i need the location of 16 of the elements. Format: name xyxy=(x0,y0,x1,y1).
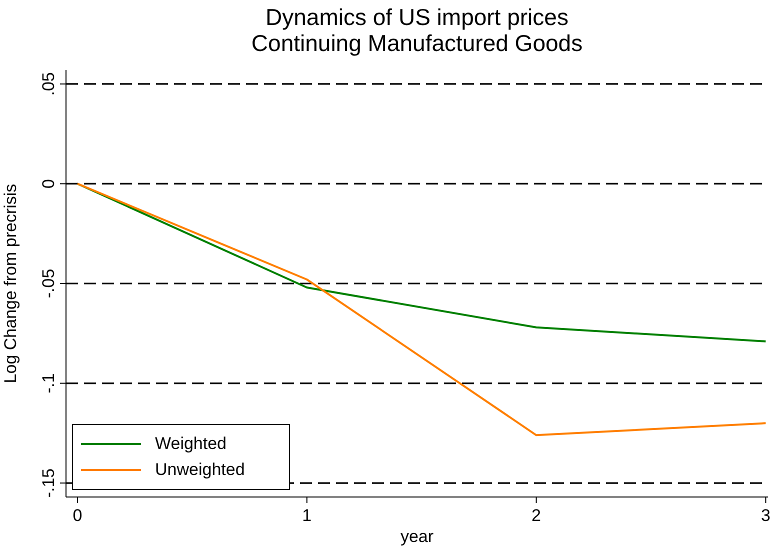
x-tick-label: 3 xyxy=(760,506,770,525)
line-series xyxy=(76,182,767,436)
y-axis-title: Log Change from precrisis xyxy=(1,184,20,384)
chart-subtitle: Continuing Manufactured Goods xyxy=(250,30,584,56)
y-tick-label: .05 xyxy=(39,72,58,96)
y-tick-label: 0 xyxy=(39,179,58,188)
legend-label: Weighted xyxy=(155,434,227,454)
y-tick-label: -.15 xyxy=(39,468,58,498)
x-tick-label: 0 xyxy=(72,506,82,525)
legend-label: Unweighted xyxy=(155,460,245,480)
y-tick-label: -.05 xyxy=(39,268,58,298)
x-tick-label: 1 xyxy=(302,506,312,525)
chart-title: Dynamics of US import prices xyxy=(264,4,570,30)
x-tick-label: 2 xyxy=(532,506,542,525)
x-axis-title: year xyxy=(400,527,434,546)
y-tick-label: -.1 xyxy=(39,373,58,394)
